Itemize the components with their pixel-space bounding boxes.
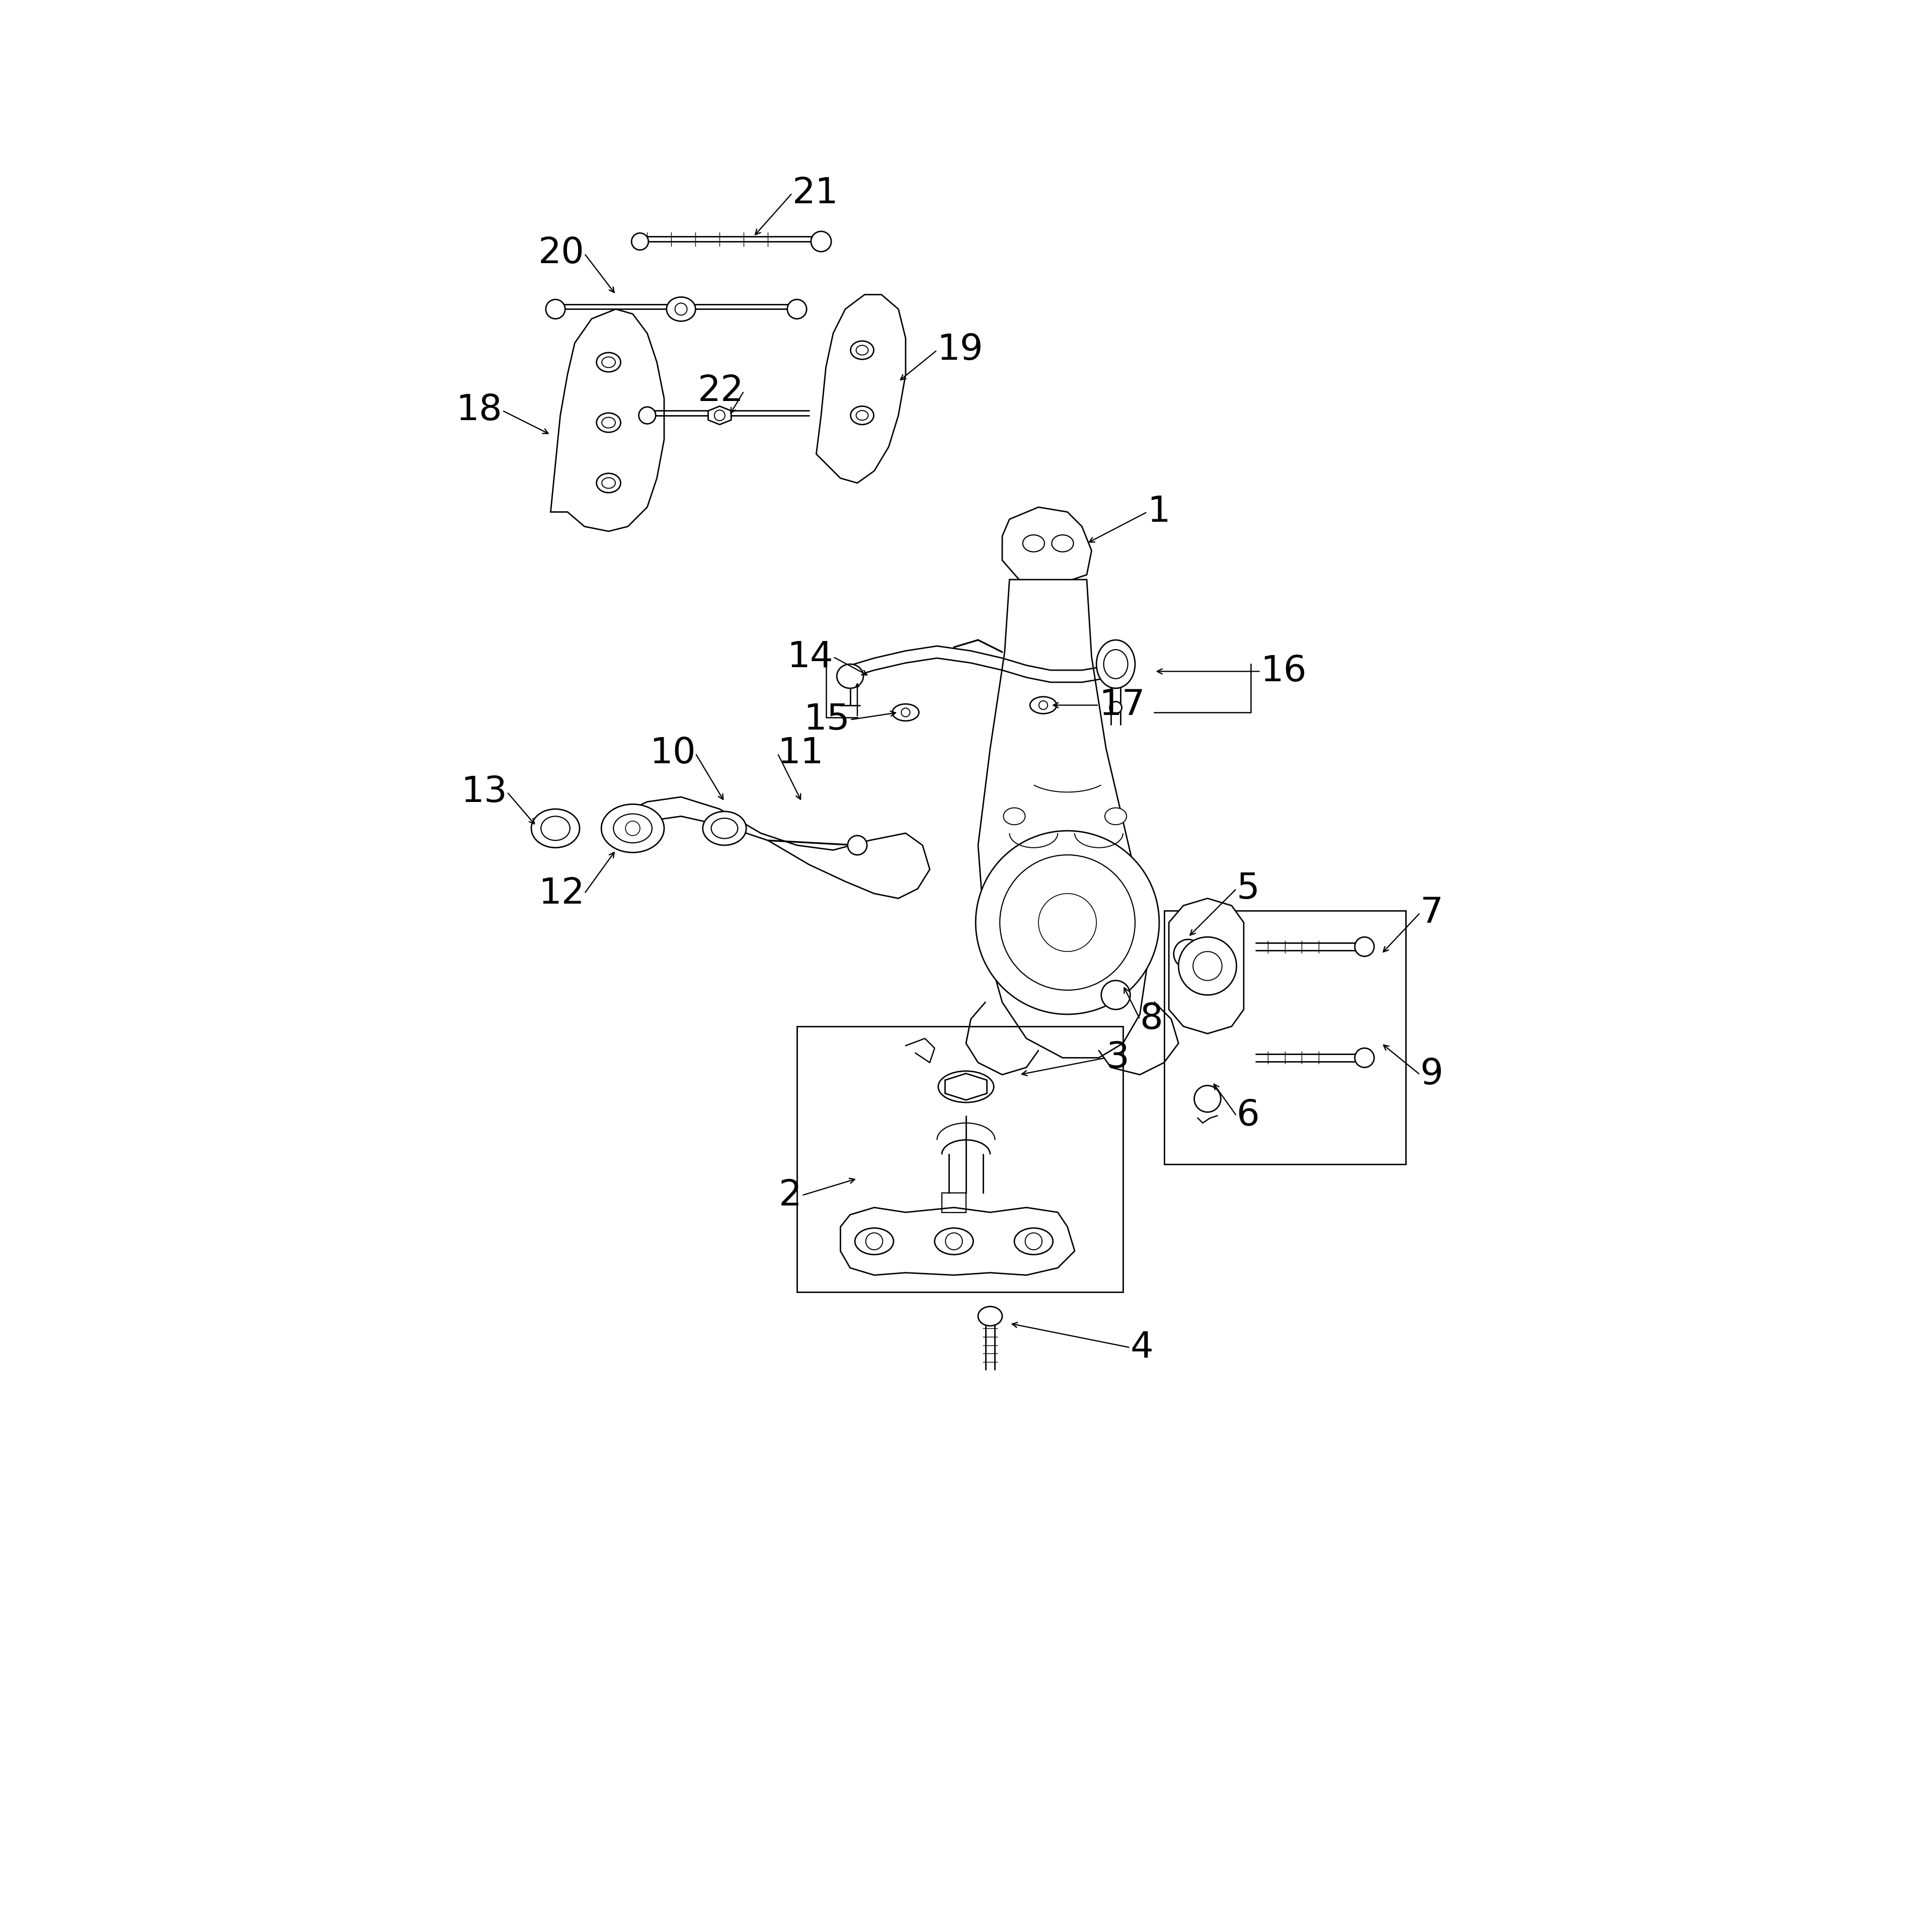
Ellipse shape bbox=[531, 810, 580, 848]
Text: 21: 21 bbox=[792, 176, 838, 211]
Text: 16: 16 bbox=[1262, 655, 1306, 688]
Polygon shape bbox=[551, 309, 665, 531]
Ellipse shape bbox=[1030, 697, 1057, 713]
Text: 7: 7 bbox=[1420, 896, 1443, 929]
Ellipse shape bbox=[1051, 535, 1074, 553]
Text: 9: 9 bbox=[1420, 1057, 1443, 1092]
Polygon shape bbox=[1003, 506, 1092, 583]
Polygon shape bbox=[817, 294, 906, 483]
Text: 5: 5 bbox=[1236, 871, 1260, 906]
Ellipse shape bbox=[667, 298, 696, 321]
Bar bbox=[796, 1026, 1122, 1293]
Ellipse shape bbox=[601, 804, 665, 852]
Ellipse shape bbox=[1354, 1047, 1374, 1066]
Ellipse shape bbox=[703, 811, 746, 844]
Ellipse shape bbox=[545, 299, 564, 319]
Ellipse shape bbox=[935, 1229, 974, 1254]
Ellipse shape bbox=[1022, 535, 1045, 553]
Text: 4: 4 bbox=[1130, 1331, 1153, 1364]
Text: 1: 1 bbox=[1148, 495, 1171, 529]
Text: 15: 15 bbox=[804, 703, 850, 736]
Text: 2: 2 bbox=[779, 1179, 802, 1213]
Ellipse shape bbox=[597, 473, 620, 493]
Bar bbox=[1163, 910, 1405, 1163]
Text: 12: 12 bbox=[539, 877, 583, 910]
Ellipse shape bbox=[597, 413, 620, 433]
Ellipse shape bbox=[1354, 937, 1374, 956]
Ellipse shape bbox=[597, 354, 620, 371]
Text: 17: 17 bbox=[1099, 688, 1146, 723]
Text: 6: 6 bbox=[1236, 1099, 1260, 1132]
Ellipse shape bbox=[850, 342, 873, 359]
Circle shape bbox=[1173, 939, 1202, 968]
Circle shape bbox=[1101, 981, 1130, 1009]
Text: 8: 8 bbox=[1140, 1003, 1163, 1036]
Ellipse shape bbox=[1105, 808, 1126, 825]
Ellipse shape bbox=[1097, 639, 1136, 688]
Ellipse shape bbox=[1109, 701, 1122, 713]
Ellipse shape bbox=[1014, 1229, 1053, 1254]
Polygon shape bbox=[978, 580, 1148, 1059]
Text: 22: 22 bbox=[697, 375, 744, 408]
Circle shape bbox=[1179, 937, 1236, 995]
Ellipse shape bbox=[639, 408, 655, 423]
Text: 10: 10 bbox=[649, 736, 696, 771]
Circle shape bbox=[976, 831, 1159, 1014]
Polygon shape bbox=[609, 796, 929, 898]
Ellipse shape bbox=[978, 1306, 1003, 1325]
Ellipse shape bbox=[788, 299, 808, 319]
Ellipse shape bbox=[837, 665, 864, 688]
Bar bbox=[943, 1192, 966, 1213]
Ellipse shape bbox=[893, 703, 920, 721]
Ellipse shape bbox=[850, 406, 873, 425]
Text: 11: 11 bbox=[777, 736, 823, 771]
Ellipse shape bbox=[848, 837, 867, 854]
Text: 18: 18 bbox=[456, 394, 502, 427]
Text: 14: 14 bbox=[786, 639, 833, 674]
Ellipse shape bbox=[939, 1070, 993, 1103]
Ellipse shape bbox=[811, 232, 831, 251]
Ellipse shape bbox=[1003, 808, 1026, 825]
Circle shape bbox=[1194, 1086, 1221, 1113]
Ellipse shape bbox=[632, 234, 649, 249]
Ellipse shape bbox=[854, 1229, 893, 1254]
Text: 13: 13 bbox=[462, 775, 506, 810]
Text: 3: 3 bbox=[1105, 1041, 1128, 1074]
Polygon shape bbox=[840, 1208, 1074, 1275]
Polygon shape bbox=[1169, 898, 1244, 1034]
Text: 20: 20 bbox=[539, 236, 583, 270]
Text: 19: 19 bbox=[937, 332, 983, 367]
Polygon shape bbox=[709, 406, 730, 425]
Polygon shape bbox=[945, 1074, 987, 1099]
